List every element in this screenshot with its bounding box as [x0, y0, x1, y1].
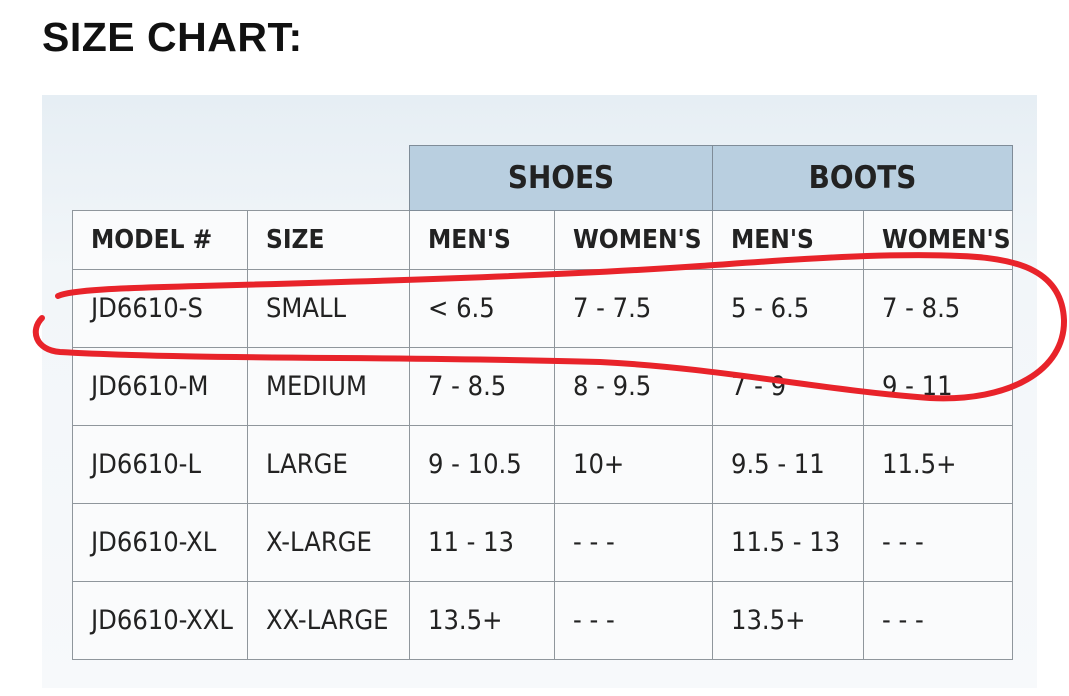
cell-boots-womens: - - -: [863, 503, 1013, 582]
cell-boots-mens: 11.5 - 13: [712, 503, 864, 582]
cell-boots-mens: 13.5+: [712, 581, 864, 660]
cell-boots-womens: 11.5+: [863, 425, 1013, 504]
cell-size: SMALL: [247, 269, 410, 348]
cell-boots-womens: 7 - 8.5: [863, 269, 1013, 348]
cell-shoes-womens: 8 - 9.5: [554, 347, 713, 426]
blank-cell: [73, 146, 410, 211]
cell-boots-womens: - - -: [863, 581, 1013, 660]
cell-shoes-womens: 10+: [554, 425, 713, 504]
group-header-row: SHOES BOOTS: [73, 145, 1013, 211]
cell-model: JD6610-XL: [72, 503, 248, 582]
cell-size: XX-LARGE: [247, 581, 410, 660]
col-shoes-mens: MEN'S: [409, 210, 555, 270]
size-chart-table: SHOES BOOTS MODEL # SIZE MEN'S WOMEN'S M…: [72, 145, 1013, 660]
cell-boots-mens: 5 - 6.5: [712, 269, 864, 348]
cell-shoes-mens: < 6.5: [409, 269, 555, 348]
cell-shoes-womens: - - -: [554, 503, 713, 582]
group-shoes: SHOES: [409, 145, 713, 211]
cell-size: X-LARGE: [247, 503, 410, 582]
col-boots-womens: WOMEN'S: [863, 210, 1013, 270]
table-row: JD6610-XXL XX-LARGE 13.5+ - - -13.5+ - - -: [72, 581, 1013, 660]
cell-size: LARGE: [247, 425, 410, 504]
cell-shoes-mens: 7 - 8.5: [409, 347, 555, 426]
cell-model: JD6610-M: [72, 347, 248, 426]
col-size: SIZE: [247, 210, 410, 270]
column-header-row: MODEL # SIZE MEN'S WOMEN'S MEN'S WOMEN'S: [72, 210, 1013, 270]
cell-boots-womens: 9 - 11: [863, 347, 1013, 426]
cell-size: MEDIUM: [247, 347, 410, 426]
cell-shoes-womens: - - -: [554, 581, 713, 660]
cell-shoes-mens: 9 - 10.5: [409, 425, 555, 504]
group-boots: BOOTS: [712, 145, 1013, 211]
cell-boots-mens: 7 - 9: [712, 347, 864, 426]
cell-shoes-mens: 13.5+: [409, 581, 555, 660]
cell-model: JD6610-L: [72, 425, 248, 504]
col-model: MODEL #: [72, 210, 248, 270]
cell-shoes-mens: 11 - 13: [409, 503, 555, 582]
col-shoes-womens: WOMEN'S: [554, 210, 713, 270]
cell-boots-mens: 9.5 - 11: [712, 425, 864, 504]
table-row: JD6610-L LARGE 9 - 10.5 10+ 9.5 - 11 11.5+: [72, 425, 1013, 504]
cell-model: JD6610-S: [72, 269, 248, 348]
cell-model: JD6610-XXL: [72, 581, 248, 660]
table-row: JD6610-XL X-LARGE 11 - 13- - -11.5 - 13- -…: [72, 503, 1013, 582]
page-title: SIZE CHART:: [42, 14, 303, 60]
table-row: JD6610-S SMALL < 6.5 7 - 7.5 5 - 6.5 7 - 8.5: [72, 269, 1013, 348]
col-boots-mens: MEN'S: [712, 210, 864, 270]
cell-shoes-womens: 7 - 7.5: [554, 269, 713, 348]
